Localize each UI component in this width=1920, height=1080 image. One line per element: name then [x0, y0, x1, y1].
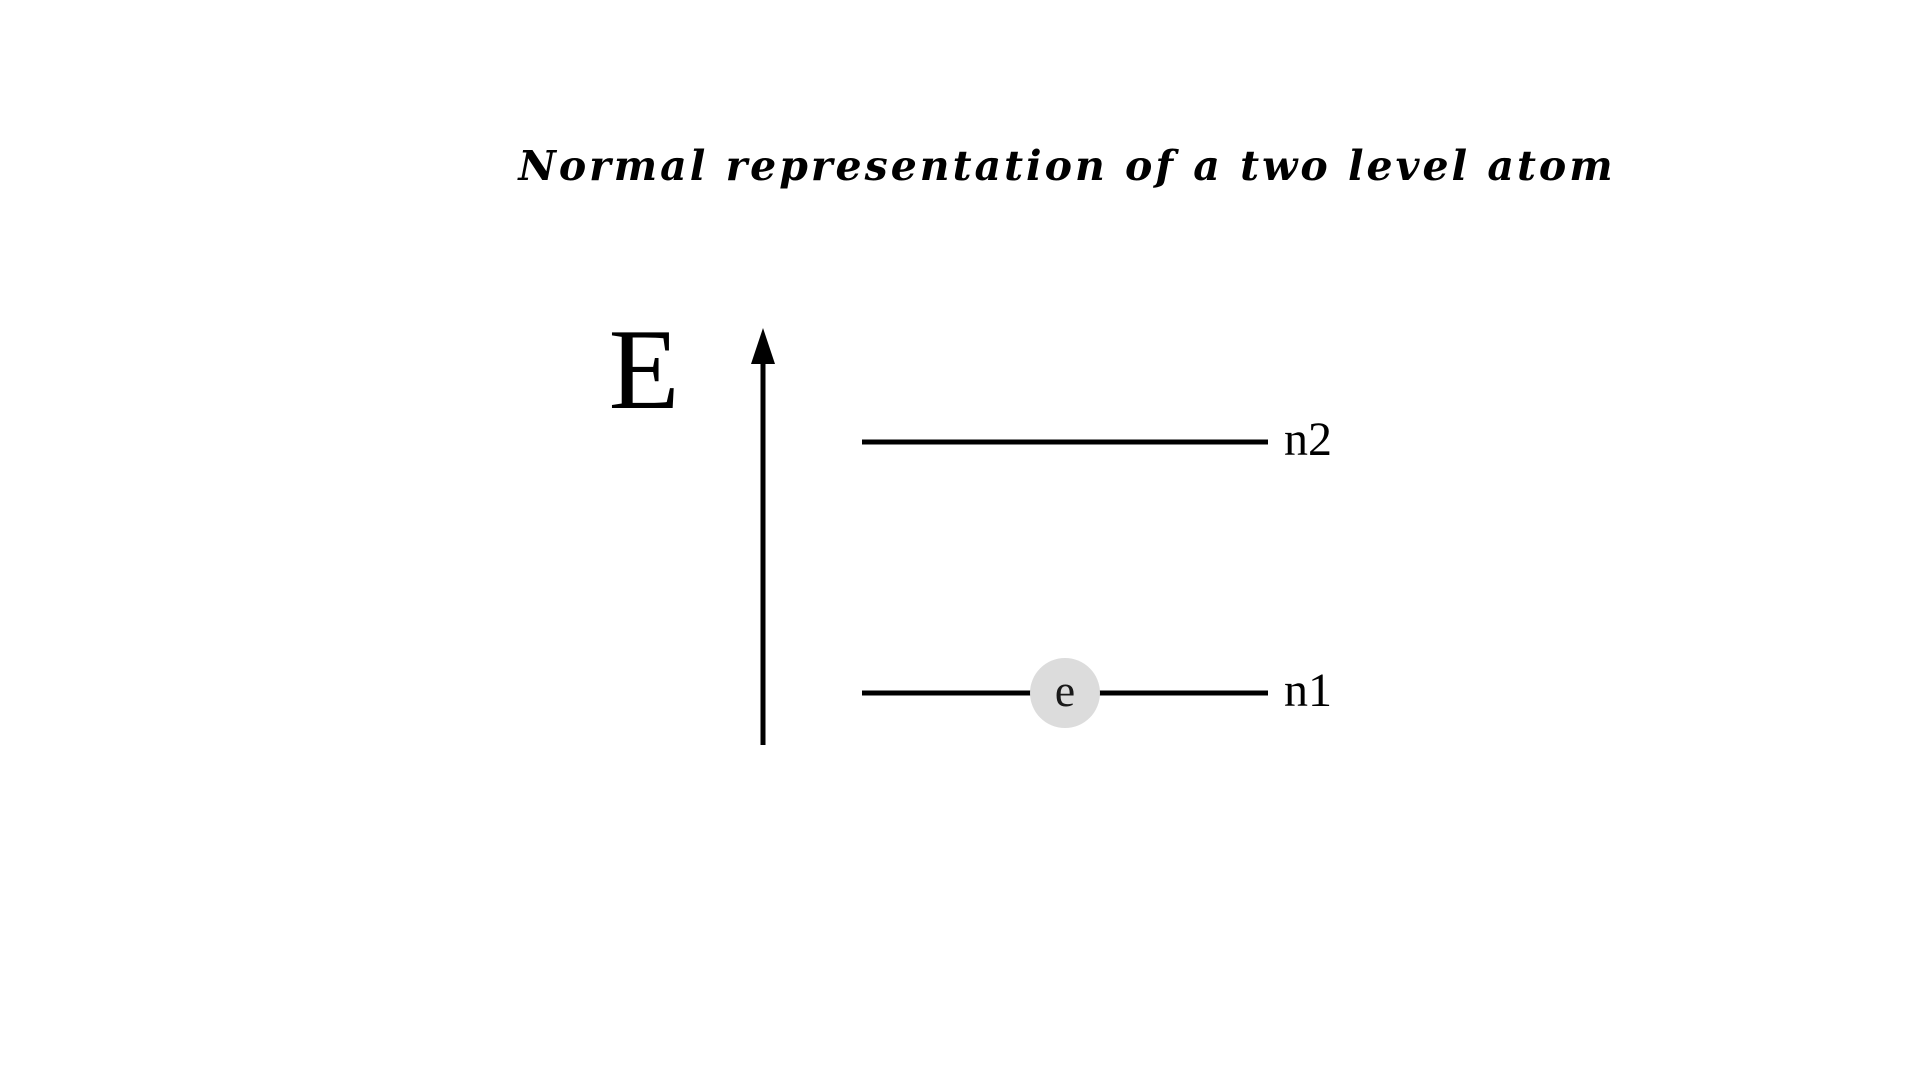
energy-axis-label: E — [609, 306, 680, 434]
level-label-n2: n2 — [1284, 413, 1332, 466]
energy-axis-arrow — [751, 328, 775, 745]
energy-level-n2: n2 — [862, 413, 1332, 466]
arrow-head-icon — [751, 328, 775, 364]
electron-circle — [1030, 658, 1100, 728]
level-label-n1: n1 — [1284, 664, 1332, 717]
electron: e — [1030, 658, 1100, 728]
diagram-title: Normal representation of a two level ato… — [516, 142, 1615, 190]
electron-label: e — [1055, 665, 1075, 716]
